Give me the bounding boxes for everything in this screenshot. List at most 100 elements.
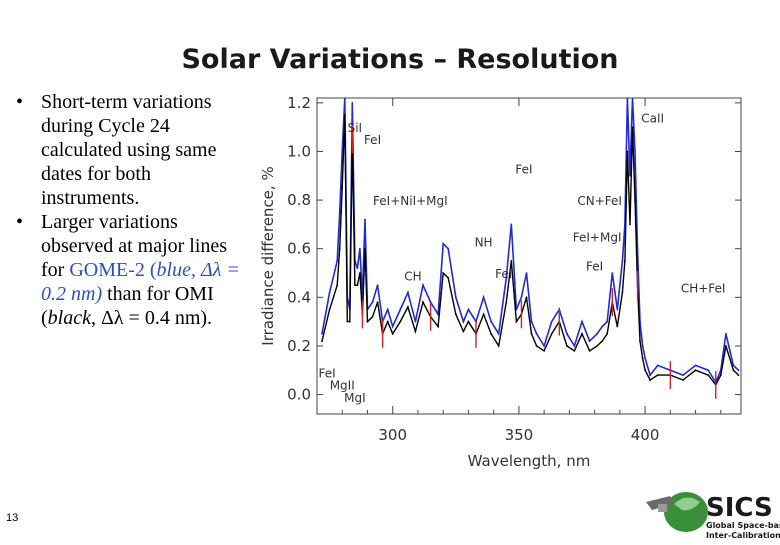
series-point	[407, 291, 409, 294]
bullet-2-gome2-resolution: blue, Δλ = 0.2 nm)	[41, 259, 240, 305]
x-tick-label: 300	[378, 426, 407, 444]
satellite-body-icon	[658, 504, 667, 512]
y-tick-label: 0.2	[287, 337, 311, 355]
series-point	[341, 150, 344, 153]
series-point	[634, 150, 636, 153]
series-point	[447, 277, 450, 279]
series-point	[530, 332, 533, 335]
series-point	[454, 313, 457, 316]
series-point	[341, 187, 344, 189]
line-annotation: FeI	[586, 260, 603, 274]
series-point	[447, 247, 450, 250]
series-point	[719, 374, 722, 376]
series-point	[490, 332, 492, 335]
logo-subtitle-2: Inter-Calibration System	[706, 531, 780, 540]
series-point	[649, 374, 651, 376]
series-point	[505, 301, 508, 304]
bullet-2-text-a: Larger variations observed at major line…	[41, 211, 228, 281]
series-point	[550, 332, 553, 335]
series-point	[467, 320, 470, 323]
series-point	[454, 296, 457, 299]
series-point	[490, 320, 492, 323]
series-point	[530, 320, 533, 323]
series-point	[391, 325, 394, 328]
series-point	[462, 330, 465, 333]
series-point	[621, 291, 624, 294]
series-point	[656, 374, 659, 376]
bullet-item-2: Larger variations observed at major line…	[12, 210, 247, 330]
series-point	[535, 332, 538, 335]
series-point	[588, 349, 591, 352]
series-point	[356, 267, 359, 270]
series-point	[737, 369, 740, 372]
series-point	[543, 349, 545, 352]
series-point	[336, 260, 339, 262]
series-point	[429, 301, 432, 304]
series-point	[601, 340, 604, 342]
series-point	[573, 349, 576, 352]
y-tick-label: 0.4	[287, 288, 311, 306]
series-point	[626, 150, 629, 153]
satellite-icon	[646, 496, 674, 510]
series-point	[601, 325, 604, 328]
series-point	[629, 223, 631, 226]
series-point	[328, 308, 331, 311]
series-point	[737, 374, 740, 376]
series-line-gome-2	[321, 98, 740, 385]
line-annotation: CN+FeI	[577, 194, 622, 208]
slide-number: 13	[6, 512, 19, 524]
series-point	[644, 369, 646, 372]
series-point	[386, 320, 389, 323]
x-axis-label: Wavelength, nm	[468, 452, 591, 470]
series-point	[520, 296, 523, 299]
series-point	[467, 308, 470, 311]
y-tick-label: 1.2	[287, 94, 311, 112]
series-point	[631, 126, 634, 129]
series-point	[510, 260, 513, 262]
y-tick-label: 0.6	[287, 240, 311, 258]
line-annotation: CaII	[641, 111, 664, 125]
series-point	[725, 345, 727, 347]
line-annotation: FeI	[495, 267, 512, 281]
series-point	[366, 320, 369, 323]
series-point	[505, 277, 508, 279]
series-point	[336, 284, 339, 287]
series-point	[624, 260, 626, 262]
x-tick-label: 400	[631, 426, 660, 444]
series-point	[399, 308, 402, 311]
series-point	[641, 345, 644, 347]
y-tick-label: 0.0	[287, 386, 311, 404]
globe-land-icon	[674, 497, 700, 511]
series-point	[351, 102, 354, 104]
series-point	[462, 320, 465, 323]
series-point	[732, 369, 735, 372]
gsics-logo: SICS Global Space-based Inter-Calibratio…	[644, 482, 780, 540]
series-point	[407, 306, 409, 308]
spectrum-chart-svg: 0.0 0.2 0.4 0.6 0.8 1.0 1.2 300 350 400 Wavelength…	[259, 94, 742, 470]
series-point	[535, 345, 538, 347]
series-point	[359, 247, 361, 250]
series-point	[346, 320, 349, 323]
series-point	[364, 218, 366, 221]
bullet-item-1: Short-term variations during Cycle 24 ca…	[12, 90, 247, 210]
logo-subtitle-1: Global Space-based	[706, 521, 780, 530]
bullet-1-text: Short-term variations during Cycle 24 ca…	[41, 91, 217, 209]
series-point	[422, 284, 424, 287]
series-point	[616, 308, 619, 311]
series-point	[525, 272, 528, 274]
series-point	[422, 301, 424, 304]
line-annotation: NH	[475, 235, 493, 249]
line-annotation: FeI+MgI	[573, 230, 622, 244]
series-point	[707, 369, 710, 372]
series-point	[482, 296, 485, 299]
series-point	[376, 284, 379, 287]
series-point	[588, 340, 591, 342]
x-tick-label: 350	[505, 426, 534, 444]
series-point	[515, 320, 518, 323]
series-point	[707, 374, 710, 376]
series-point	[606, 320, 609, 323]
series-point	[626, 98, 629, 99]
series-point	[543, 345, 545, 347]
series-point	[649, 379, 651, 381]
series-point	[497, 345, 500, 347]
